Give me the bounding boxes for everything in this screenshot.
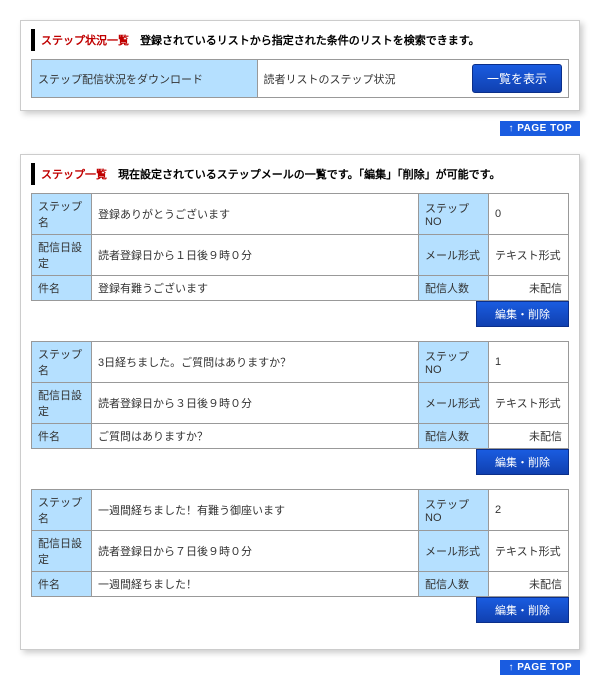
download-label: ステップ配信状況をダウンロード [32,60,258,98]
format-value: テキスト形式 [489,235,569,276]
subject-label: 件名 [32,276,92,301]
reader-status-cell: 読者リストのステップ状況 一覧を表示 [257,60,568,98]
page-top-row-1: ↑ PAGE TOP [20,121,580,136]
step-name-value: 登録ありがとうございます [92,194,419,235]
delivery-label: 配信日設定 [32,531,92,572]
step-block: ステップ名登録ありがとうございますステップNO0 配信日設定読者登録日から１日後９… [31,193,569,327]
step-block: ステップ名3日経ちました。ご質問はありますか？ステップNO1 配信日設定読者登録日… [31,341,569,475]
edit-delete-button[interactable]: 編集・削除 [476,597,569,623]
page-top-row-2: ↑ PAGE TOP [20,660,580,675]
edit-delete-button[interactable]: 編集・削除 [476,301,569,327]
step-name-label: ステップ名 [32,342,92,383]
step-name-label: ステップ名 [32,490,92,531]
status-title: ステップ状況一覧 [41,35,129,47]
subject-value: 登録有難うございます [92,276,419,301]
step-no-value: 2 [489,490,569,531]
status-header: ステップ状況一覧 登録されているリストから指定された条件のリストを検索できます。 [31,29,569,51]
status-table: ステップ配信状況をダウンロード 読者リストのステップ状況 一覧を表示 [31,59,569,98]
delivery-value: 読者登録日から７日後９時０分 [92,531,419,572]
step-name-label: ステップ名 [32,194,92,235]
delivery-label: 配信日設定 [32,235,92,276]
step-list-title: ステップ一覧 [41,169,107,181]
format-value: テキスト形式 [489,531,569,572]
status-desc: 登録されているリストから指定された条件のリストを検索できます。 [140,35,480,47]
count-value: 未配信 [489,572,569,597]
step-block: ステップ名一週間経ちました！有難う御座いますステップNO2 配信日設定読者登録日か… [31,489,569,623]
edit-delete-button[interactable]: 編集・削除 [476,449,569,475]
step-no-value: 1 [489,342,569,383]
count-label: 配信人数 [419,572,489,597]
step-list-panel: ステップ一覧 現在設定されているステップメールの一覧です。「編集」「削除」が可能… [20,154,580,650]
page-top-link[interactable]: ↑ PAGE TOP [500,121,580,136]
step-action-row: 編集・削除 [31,597,569,623]
count-label: 配信人数 [419,276,489,301]
step-action-row: 編集・削除 [31,449,569,475]
status-panel: ステップ状況一覧 登録されているリストから指定された条件のリストを検索できます。… [20,20,580,111]
delivery-value: 読者登録日から３日後９時０分 [92,383,419,424]
step-action-row: 編集・削除 [31,301,569,327]
subject-label: 件名 [32,572,92,597]
format-value: テキスト形式 [489,383,569,424]
count-label: 配信人数 [419,424,489,449]
show-list-button[interactable]: 一覧を表示 [472,64,562,93]
reader-status-label: 読者リストのステップ状況 [264,71,396,87]
subject-value: ご質問はありますか？ [92,424,419,449]
step-no-label: ステップNO [419,490,489,531]
step-no-label: ステップNO [419,194,489,235]
format-label: メール形式 [419,235,489,276]
step-name-value: 3日経ちました。ご質問はありますか？ [92,342,419,383]
step-list-desc: 現在設定されているステップメールの一覧です。「編集」「削除」が可能です。 [118,169,500,181]
step-table: ステップ名登録ありがとうございますステップNO0 配信日設定読者登録日から１日後９… [31,193,569,301]
format-label: メール形式 [419,531,489,572]
step-table: ステップ名3日経ちました。ご質問はありますか？ステップNO1 配信日設定読者登録日… [31,341,569,449]
subject-value: 一週間経ちました！ [92,572,419,597]
delivery-value: 読者登録日から１日後９時０分 [92,235,419,276]
delivery-label: 配信日設定 [32,383,92,424]
step-no-value: 0 [489,194,569,235]
step-name-value: 一週間経ちました！有難う御座います [92,490,419,531]
step-list-header: ステップ一覧 現在設定されているステップメールの一覧です。「編集」「削除」が可能… [31,163,569,185]
page-top-link[interactable]: ↑ PAGE TOP [500,660,580,675]
count-value: 未配信 [489,276,569,301]
step-table: ステップ名一週間経ちました！有難う御座いますステップNO2 配信日設定読者登録日か… [31,489,569,597]
format-label: メール形式 [419,383,489,424]
step-no-label: ステップNO [419,342,489,383]
subject-label: 件名 [32,424,92,449]
count-value: 未配信 [489,424,569,449]
